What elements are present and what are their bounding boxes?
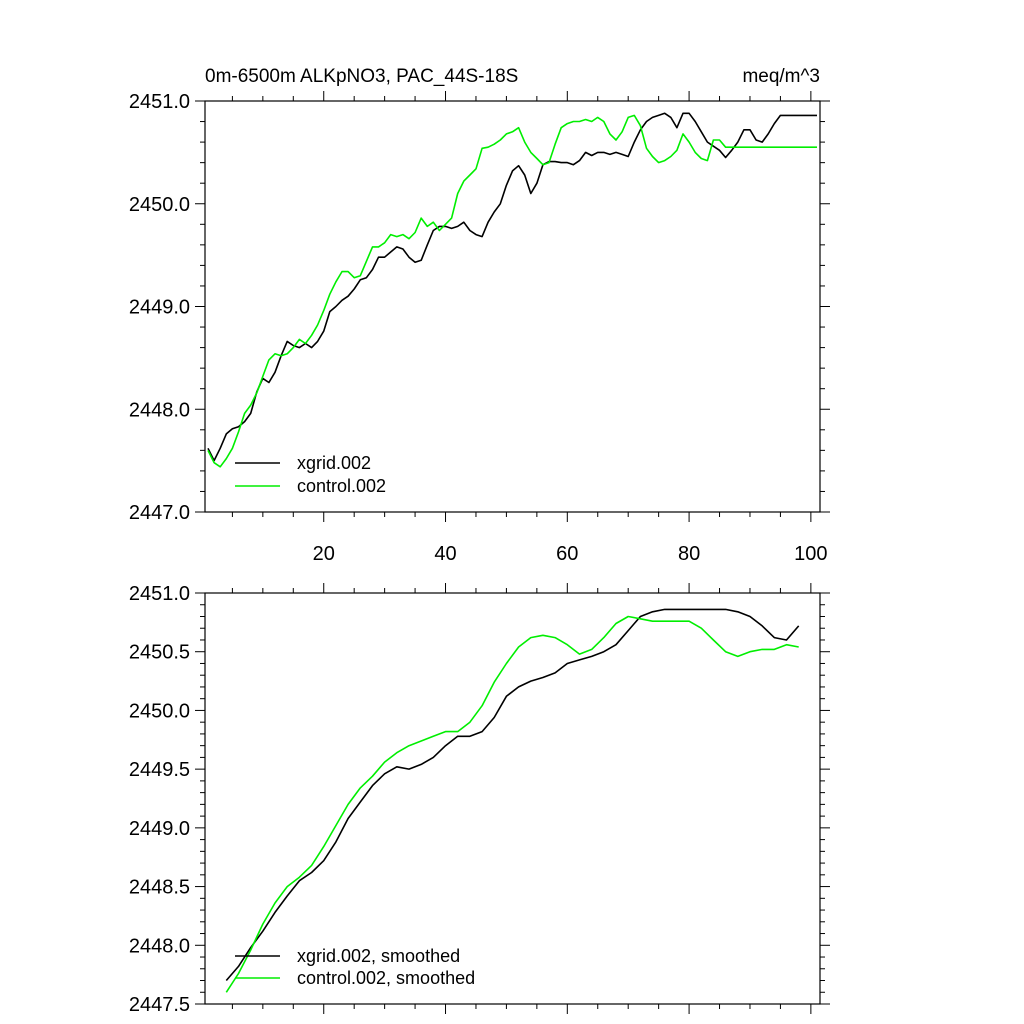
y-tick-label: 2449.5 (129, 759, 190, 781)
x-tick-label: 100 (794, 543, 827, 565)
y-tick-label: 2448.0 (129, 399, 190, 421)
units-label: meq/m^3 (742, 66, 820, 87)
x-tick-label: 60 (556, 543, 578, 565)
series-line-1 (225, 608, 800, 982)
y-tick-label: 2450.0 (129, 194, 190, 216)
y-tick-label: 2448.0 (129, 935, 190, 957)
y-tick-label: 2447.0 (129, 502, 190, 524)
y-tick-label: 2450.0 (129, 700, 190, 722)
plot-frame (204, 592, 821, 1005)
y-tick-label: 2449.0 (129, 297, 190, 319)
legend-label: control.002 (297, 476, 386, 496)
y-tick-label: 2451.0 (129, 583, 190, 605)
x-tick-label: 80 (678, 543, 700, 565)
chart-title: 0m-6500m ALKpNO3, PAC_44S-18S (205, 66, 518, 87)
legend-label: xgrid.002 (297, 453, 371, 473)
chart-panel-1: 20 40 60 80 100 2447.0 2448.0 2449.0 2450.0 2451.… (129, 66, 830, 565)
series-line-2 (225, 615, 799, 993)
series-line-1 (207, 112, 817, 462)
x-tick-label: 20 (313, 543, 335, 565)
y-tick-label: 2450.5 (129, 642, 190, 664)
legend-label: xgrid.002, smoothed (297, 946, 460, 966)
y-tick-label: 2448.5 (129, 877, 190, 899)
x-tick-label: 40 (434, 543, 456, 565)
legend-label: control.002, smoothed (297, 968, 475, 988)
y-tick-label: 2449.0 (129, 818, 190, 840)
y-tick-label: 2447.5 (129, 994, 190, 1016)
chart-panel-2: 2447.5 2448.0 2448.5 2449.0 2449.5 2450.0 2450… (129, 583, 830, 1016)
plot-frame (204, 100, 821, 513)
y-tick-label: 2451.0 (129, 91, 190, 113)
series-line-2 (207, 114, 817, 468)
